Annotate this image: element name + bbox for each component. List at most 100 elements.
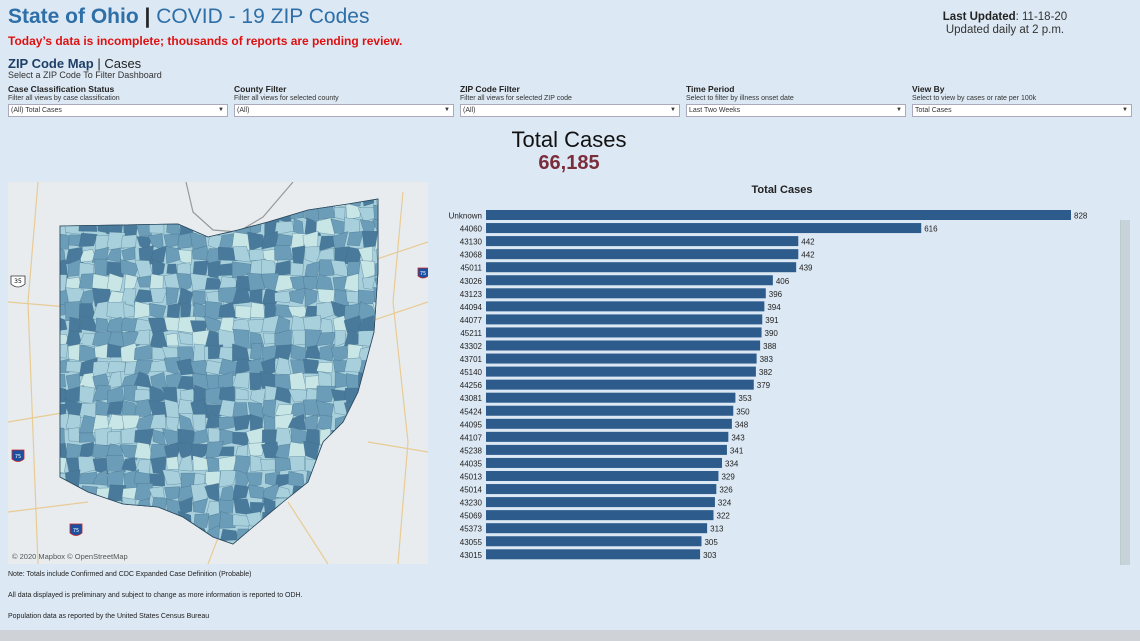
zip-area[interactable] [347,429,362,448]
zip-area[interactable] [288,287,307,305]
zip-area[interactable] [94,343,111,360]
zip-area[interactable] [247,319,266,334]
zip-area[interactable] [231,288,251,305]
zip-area[interactable] [192,260,209,275]
zip-area[interactable] [193,343,205,364]
zip-area[interactable] [361,190,375,207]
zip-area[interactable] [51,456,67,474]
zip-area[interactable] [319,428,331,448]
zip-area[interactable] [358,371,374,391]
zip-area[interactable] [262,511,278,528]
bar-45424[interactable] [486,405,734,416]
zip-area[interactable] [347,514,362,530]
zip-area[interactable] [95,399,110,417]
zip-area[interactable] [334,330,346,347]
zip-area[interactable] [235,203,252,223]
bar-44035[interactable] [486,457,722,468]
zip-area[interactable] [335,459,347,473]
zip-area[interactable] [316,488,336,500]
zip-area[interactable] [192,498,208,514]
zip-area[interactable] [334,207,346,220]
zip-area[interactable] [51,373,66,389]
zip-area[interactable] [165,287,179,305]
bar-45011[interactable] [486,262,797,273]
zip-area[interactable] [134,512,151,531]
zip-area[interactable] [261,288,278,307]
zip-area[interactable] [51,315,68,332]
zip-area[interactable] [78,189,98,210]
zip-area[interactable] [91,204,108,222]
zip-area[interactable] [232,484,249,501]
zip-area[interactable] [346,455,362,473]
zip-area[interactable] [150,526,165,544]
zip-area[interactable] [371,485,392,498]
bar-44094[interactable] [486,301,765,312]
zip-area[interactable] [374,400,389,418]
zip-area[interactable] [177,232,194,249]
zip-area[interactable] [374,262,389,277]
zip-area[interactable] [373,375,387,390]
zip-area[interactable] [232,245,252,263]
zip-area[interactable] [374,345,390,361]
zip-area[interactable] [205,501,224,517]
zip-area[interactable] [106,385,125,405]
zip-area[interactable] [163,233,180,249]
bar-45373[interactable] [486,523,708,534]
zip-area[interactable] [316,362,333,373]
zip-area[interactable] [373,454,391,476]
zip-area[interactable] [77,456,96,475]
zip-area[interactable] [120,234,137,249]
zip-area[interactable] [121,497,137,514]
bar-44107[interactable] [486,431,729,442]
zip-area[interactable] [333,399,347,416]
zip-area[interactable] [78,315,99,333]
zip-area[interactable] [247,272,266,292]
zip-area[interactable] [274,457,293,472]
zip-area[interactable] [274,386,291,404]
zip-area[interactable] [51,427,65,446]
zip-area[interactable] [303,399,321,417]
zip-area[interactable] [318,458,337,473]
zip-area[interactable] [305,511,322,529]
zip-area[interactable] [219,511,236,529]
zip-area[interactable] [92,361,111,377]
zip-area[interactable] [305,345,322,360]
zip-area[interactable] [121,487,138,501]
zip-area[interactable] [51,203,70,221]
zip-area[interactable] [51,486,70,503]
zip-area[interactable] [193,513,210,528]
zip-area[interactable] [274,260,291,277]
zip-area[interactable] [235,387,249,401]
zip-area[interactable] [358,413,378,428]
zip-area[interactable] [274,304,293,318]
zip-area[interactable] [149,360,168,373]
zip-area[interactable] [68,316,82,334]
bar-43026[interactable] [486,275,773,286]
zip-area[interactable] [65,413,81,431]
zip-area[interactable] [346,543,364,556]
zip-area[interactable] [176,525,196,541]
bar-Unknown[interactable] [486,210,1071,220]
zip-area[interactable] [191,206,210,219]
zip-area[interactable] [150,540,164,555]
zip-area[interactable] [204,248,223,265]
zip-area[interactable] [148,486,165,499]
zip-area[interactable] [247,442,266,457]
zip-area[interactable] [166,456,180,470]
zip-area[interactable] [106,208,126,220]
zip-area[interactable] [189,191,208,210]
zip-area[interactable] [65,469,81,488]
zip-area[interactable] [374,190,390,207]
zip-area[interactable] [318,192,336,207]
zip-area[interactable] [335,541,350,559]
zip-area[interactable] [332,359,349,373]
bar-45013[interactable] [486,471,719,481]
zip-area[interactable] [134,528,152,541]
zip-area[interactable] [247,190,265,204]
zip-area[interactable] [344,470,361,488]
zip-area[interactable] [178,496,193,515]
zip-area[interactable] [121,246,136,261]
zip-area[interactable] [207,260,221,279]
zip-area[interactable] [65,361,82,373]
zip-area[interactable] [152,511,166,530]
